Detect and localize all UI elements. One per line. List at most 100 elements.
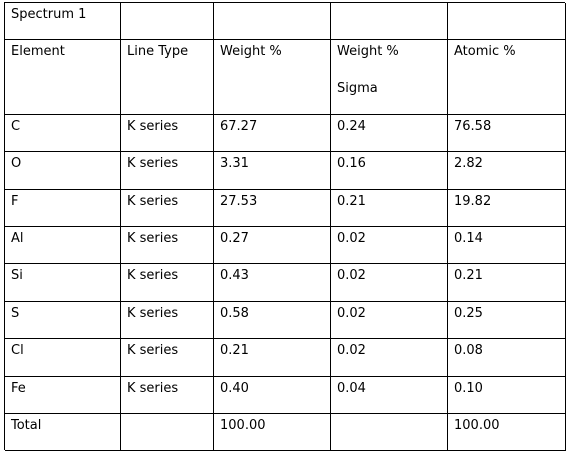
table-cell: F (5, 190, 121, 227)
cell-text: 3.31 (220, 156, 249, 171)
table-cell: 0.27 (214, 227, 331, 264)
table-cell (331, 414, 448, 451)
cell-text: 0.16 (337, 156, 366, 171)
cell-text: 0.24 (337, 119, 366, 134)
table-cell: 0.21 (448, 264, 566, 302)
table-cell: K series (121, 302, 214, 339)
cell-text: 0.04 (337, 381, 366, 396)
cell-text: 27.53 (220, 194, 258, 209)
cell-text: 0.27 (220, 231, 249, 246)
table-cell: 0.40 (214, 377, 331, 414)
table-cell (448, 3, 566, 40)
cell-text: 0.14 (454, 231, 483, 246)
total-label: Total (11, 418, 42, 433)
table-cell: S (5, 302, 121, 339)
table-cell: Weight % Sigma (331, 40, 448, 115)
table-cell: 100.00 (214, 414, 331, 451)
table-cell: 0.21 (331, 190, 448, 227)
cell-text: 67.27 (220, 119, 258, 134)
table-cell: Total (5, 414, 121, 451)
table-cell: K series (121, 190, 214, 227)
table-cell: K series (121, 377, 214, 414)
table-cell (214, 3, 331, 40)
cell-text: Fe (11, 381, 26, 396)
table-cell: Line Type (121, 40, 214, 115)
cell-text: K series (127, 268, 179, 283)
table-cell: 0.02 (331, 264, 448, 302)
table-cell: 2.82 (448, 152, 566, 190)
table-cell: 27.53 (214, 190, 331, 227)
table-cell: Atomic % (448, 40, 566, 115)
table-cell: Cl (5, 339, 121, 377)
table-cell: 19.82 (448, 190, 566, 227)
total-value: 100.00 (454, 418, 500, 433)
data-table: Spectrum 1 Element Line Type Weight % Weight… (4, 2, 566, 451)
cell-text: 2.82 (454, 156, 483, 171)
table-cell: 0.43 (214, 264, 331, 302)
table-cell: 76.58 (448, 115, 566, 152)
table-cell (331, 3, 448, 40)
column-header: Weight % (220, 44, 282, 59)
table-cell: 0.02 (331, 227, 448, 264)
cell-text: 0.08 (454, 343, 483, 358)
cell-text: 0.21 (454, 268, 483, 283)
table-cell: K series (121, 227, 214, 264)
table-cell: 3.31 (214, 152, 331, 190)
cell-text: F (11, 194, 19, 209)
cell-text: 0.58 (220, 306, 249, 321)
cell-text: K series (127, 381, 179, 396)
table-cell: 67.27 (214, 115, 331, 152)
cell-text: K series (127, 231, 179, 246)
total-value: 100.00 (220, 418, 266, 433)
cell-text: K series (127, 343, 179, 358)
cell-text: 0.40 (220, 381, 249, 396)
cell-text: 0.02 (337, 231, 366, 246)
cell-text: 0.02 (337, 343, 366, 358)
table-cell: 0.10 (448, 377, 566, 414)
cell-text: K series (127, 156, 179, 171)
table-cell: 0.58 (214, 302, 331, 339)
table-cell (121, 3, 214, 40)
cell-text: S (11, 306, 20, 321)
cell-text: 0.21 (337, 194, 366, 209)
table-cell: 0.24 (331, 115, 448, 152)
table-cell: K series (121, 115, 214, 152)
table-cell: 0.25 (448, 302, 566, 339)
cell-text: 0.25 (454, 306, 483, 321)
cell-text: 0.43 (220, 268, 249, 283)
cell-text: K series (127, 119, 179, 134)
table-cell: Weight % (214, 40, 331, 115)
column-header: Atomic % (454, 44, 516, 59)
cell-text: K series (127, 306, 179, 321)
table-cell: 0.04 (331, 377, 448, 414)
cell-text: Al (11, 231, 24, 246)
table-cell: 0.02 (331, 302, 448, 339)
table-cell: Si (5, 264, 121, 302)
table-cell: Spectrum 1 (5, 3, 121, 40)
table-cell: 0.14 (448, 227, 566, 264)
table-cell: Element (5, 40, 121, 115)
cell-text: 0.21 (220, 343, 249, 358)
cell-text: 0.10 (454, 381, 483, 396)
cell-text: Cl (11, 343, 24, 358)
table-cell: 100.00 (448, 414, 566, 451)
cell-text: 0.02 (337, 268, 366, 283)
table-cell: 0.16 (331, 152, 448, 190)
table-cell: K series (121, 264, 214, 302)
table-cell (121, 414, 214, 451)
cell-text: C (11, 119, 21, 134)
table-cell: K series (121, 339, 214, 377)
table-cell: C (5, 115, 121, 152)
cell-text: 0.02 (337, 306, 366, 321)
column-header: Element (11, 44, 65, 59)
table-cell: 0.21 (214, 339, 331, 377)
cell-text: K series (127, 194, 179, 209)
column-header: Weight % Sigma (337, 44, 399, 96)
table-cell: K series (121, 152, 214, 190)
table-cell: Al (5, 227, 121, 264)
table-cell: 0.08 (448, 339, 566, 377)
cell-text: O (11, 156, 22, 171)
table-cell: O (5, 152, 121, 190)
table-title: Spectrum 1 (11, 7, 87, 22)
